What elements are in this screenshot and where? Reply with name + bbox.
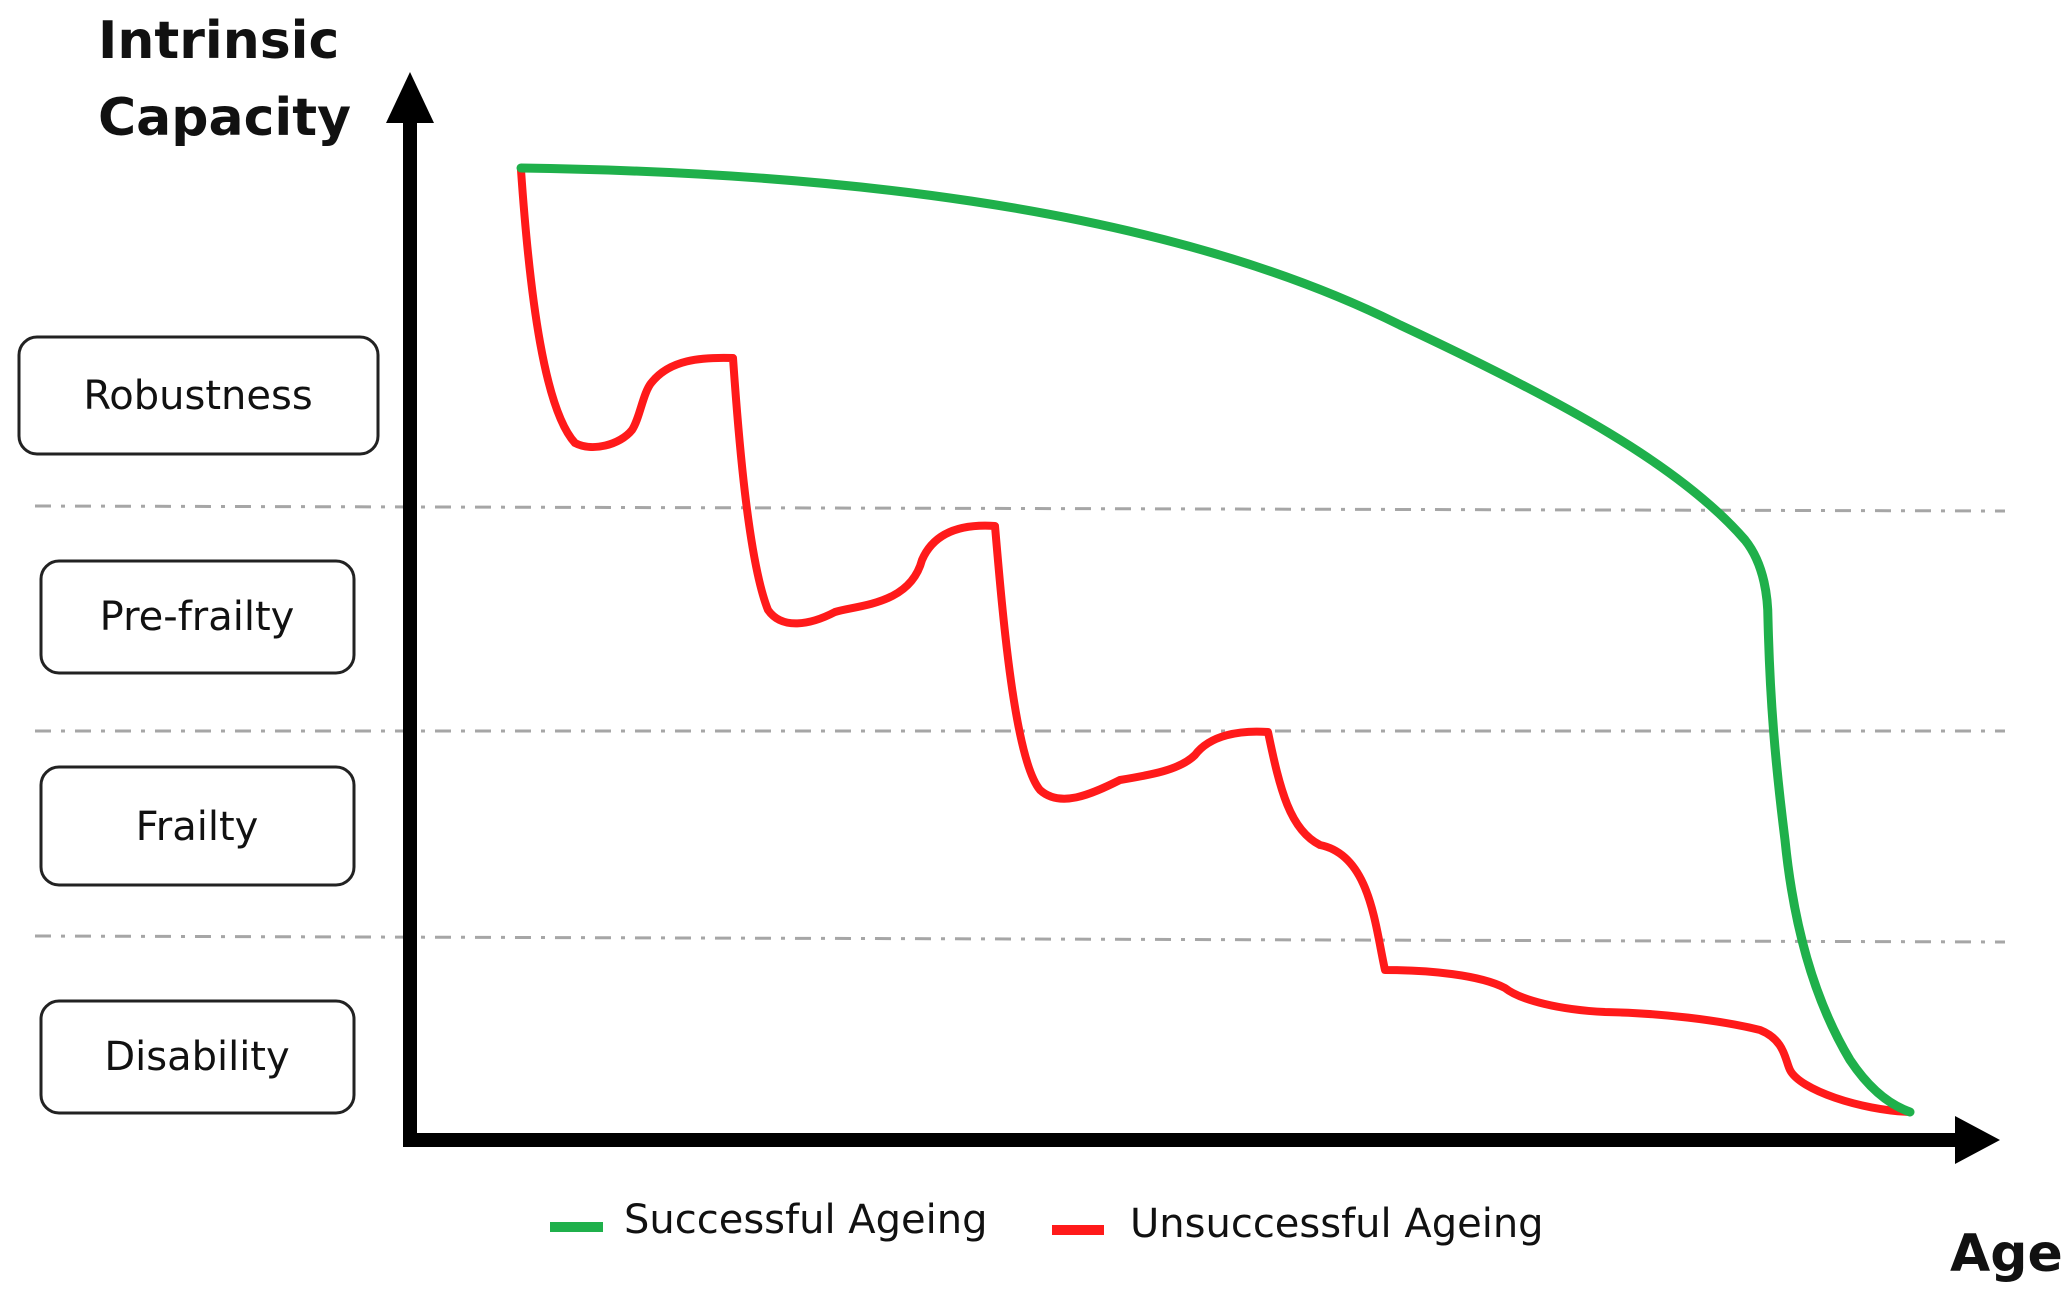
state-label: Frailty [136, 804, 259, 850]
separator-robustness-prefrailty [34, 504, 2006, 513]
state-label: Pre-frailty [100, 594, 295, 640]
x-axis-title: Age [1950, 1224, 2063, 1284]
successful-ageing-curve [516, 163, 1915, 1117]
state-box-pre-frailty: Pre-frailty [39, 559, 356, 675]
x-axis-arrowhead [1955, 1116, 2000, 1164]
state-box-disability: Disability [39, 999, 356, 1115]
legend-item-unsuccessful: Unsuccessful Ageing [1052, 1201, 1544, 1247]
legend-label-successful: Successful Ageing [624, 1197, 988, 1243]
unsuccessful-ageing-curve [517, 166, 1914, 1116]
state-box-robustness: Robustness [17, 335, 380, 456]
legend-item-successful: Successful Ageing [550, 1197, 988, 1243]
y-axis-title-line2: Capacity [98, 88, 351, 148]
y-axis-arrowhead [386, 72, 434, 123]
separator-frailty-disability [34, 934, 2006, 944]
state-label: Disability [104, 1034, 289, 1080]
y-axis-title-line1: Intrinsic [98, 11, 339, 71]
state-label: Robustness [83, 373, 312, 419]
legend-label-unsuccessful: Unsuccessful Ageing [1130, 1201, 1544, 1247]
legend: Successful Ageing Unsuccessful Ageing [550, 1197, 1544, 1247]
state-box-frailty: Frailty [39, 765, 356, 887]
